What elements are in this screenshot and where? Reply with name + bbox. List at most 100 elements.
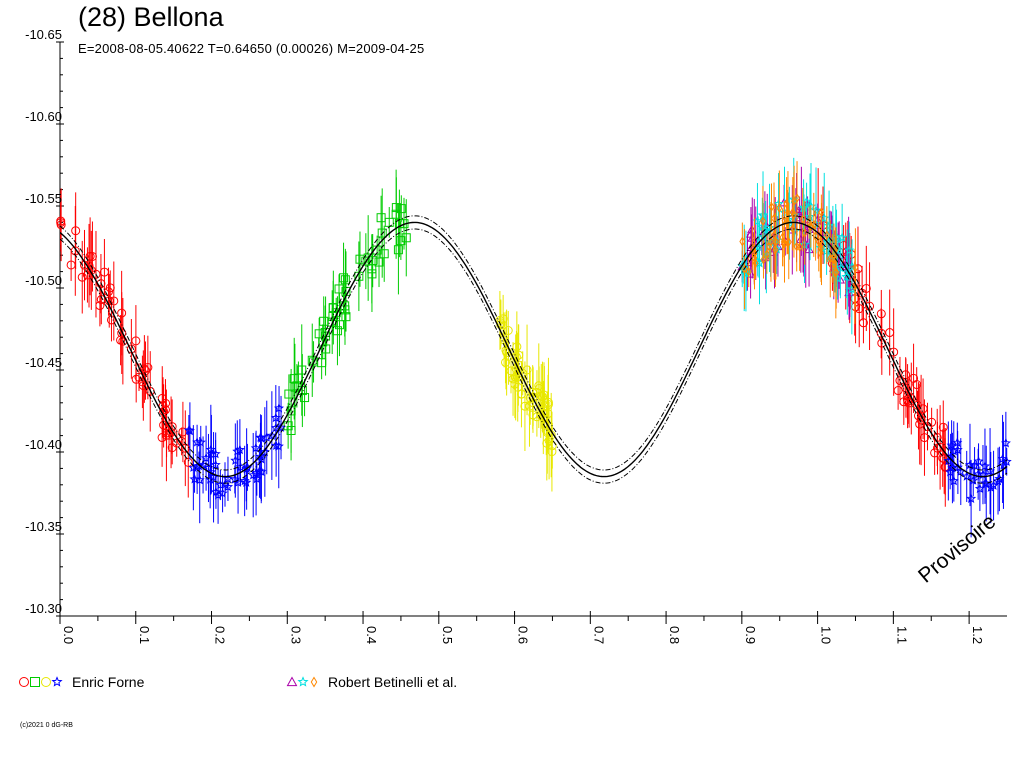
data-point bbox=[1001, 456, 1012, 467]
data-point bbox=[393, 245, 403, 255]
data-point bbox=[255, 451, 266, 461]
fit-envelope-upper bbox=[59, 215, 1008, 471]
data-point bbox=[542, 438, 552, 448]
data-point bbox=[948, 475, 959, 486]
copyright-notice: (c)2021 0 dG-RB bbox=[20, 722, 73, 729]
data-point bbox=[829, 253, 836, 264]
data-point bbox=[522, 365, 532, 375]
data-point bbox=[938, 422, 948, 432]
data-point bbox=[852, 262, 859, 273]
data-point bbox=[284, 389, 294, 399]
data-point bbox=[877, 338, 887, 348]
data-point bbox=[984, 465, 996, 476]
data-point bbox=[95, 301, 105, 311]
x-tick-label: 1.0 bbox=[819, 626, 834, 644]
data-point bbox=[56, 216, 66, 226]
x-tick-label: 0.4 bbox=[364, 626, 379, 644]
data-point bbox=[741, 264, 748, 275]
data-point bbox=[273, 403, 285, 413]
data-point bbox=[903, 396, 913, 406]
data-point bbox=[930, 448, 940, 458]
data-point bbox=[255, 432, 266, 442]
data-point bbox=[241, 463, 252, 474]
data-point bbox=[215, 479, 226, 490]
y-tick-label: -10.35 bbox=[25, 519, 62, 534]
data-point bbox=[96, 295, 106, 305]
data-point bbox=[539, 395, 549, 405]
data-point bbox=[339, 273, 349, 283]
data-point bbox=[328, 311, 338, 321]
data-point bbox=[952, 437, 963, 447]
data-point bbox=[988, 480, 999, 490]
data-point bbox=[256, 432, 267, 443]
y-tick-label: -10.45 bbox=[25, 355, 62, 370]
x-tick-label: 0.2 bbox=[213, 626, 228, 644]
data-point bbox=[334, 320, 344, 330]
data-point bbox=[367, 269, 377, 279]
data-point bbox=[188, 462, 199, 472]
chart-subtitle: E=2008-08-05.40622 T=0.64650 (0.00026) M… bbox=[78, 41, 425, 56]
data-point bbox=[544, 436, 554, 446]
data-point bbox=[131, 374, 141, 384]
legend-marker-diamond bbox=[310, 676, 318, 688]
y-tick-label: -10.30 bbox=[25, 601, 62, 616]
data-point bbox=[391, 209, 401, 219]
series-star-0000ff bbox=[183, 385, 1012, 538]
data-point bbox=[309, 357, 319, 367]
data-point bbox=[861, 283, 871, 293]
data-point bbox=[824, 220, 835, 231]
data-point bbox=[745, 266, 752, 277]
data-point bbox=[895, 376, 905, 386]
x-tick-labels: 0.0 0.1 0.2 0.3 0.4 0.5 0.6 0.7 0.8 0.9 1.0 1.1 1.2 bbox=[61, 626, 985, 644]
x-tick-label: 0.6 bbox=[516, 626, 531, 644]
data-point bbox=[283, 421, 293, 431]
data-point bbox=[239, 475, 250, 486]
data-point bbox=[210, 448, 221, 459]
data-point bbox=[401, 233, 411, 243]
data-point bbox=[131, 336, 141, 346]
data-point bbox=[746, 224, 757, 234]
data-point bbox=[396, 204, 406, 214]
legend-marker-star bbox=[297, 676, 309, 687]
fit-curve-line bbox=[59, 221, 1008, 478]
data-point bbox=[195, 437, 206, 447]
data-point bbox=[948, 445, 959, 456]
data-point bbox=[520, 401, 530, 411]
data-point bbox=[230, 455, 241, 465]
data-point bbox=[250, 442, 261, 453]
data-point bbox=[994, 473, 1005, 484]
data-point bbox=[876, 309, 886, 319]
legend-enric-forne: Enric Forne bbox=[18, 674, 144, 690]
data-point bbox=[213, 489, 224, 500]
data-point bbox=[752, 258, 759, 269]
legend-robert-betinelli: Robert Betinelli et al. bbox=[286, 674, 457, 690]
data-point bbox=[885, 328, 895, 338]
data-point bbox=[776, 203, 783, 213]
data-point bbox=[767, 236, 774, 247]
x-tick-label: 0.8 bbox=[667, 626, 682, 644]
y-tick-label: -10.65 bbox=[25, 27, 62, 42]
data-point bbox=[818, 243, 825, 254]
data-point bbox=[377, 228, 387, 238]
data-point bbox=[794, 193, 801, 204]
data-point bbox=[791, 196, 798, 207]
data-point bbox=[355, 254, 365, 264]
data-point bbox=[760, 254, 767, 265]
data-point bbox=[979, 460, 991, 471]
x-tick-label: 1.1 bbox=[894, 626, 909, 644]
data-point bbox=[275, 422, 287, 432]
data-point bbox=[966, 493, 977, 503]
data-point bbox=[183, 424, 194, 435]
x-tick-label: 0.3 bbox=[288, 626, 303, 644]
data-point bbox=[105, 283, 115, 293]
data-point bbox=[501, 357, 511, 367]
legend-label: Robert Betinelli et al. bbox=[328, 674, 458, 690]
data-point bbox=[946, 440, 957, 450]
data-point bbox=[321, 344, 331, 354]
data-point bbox=[969, 460, 980, 470]
data-point bbox=[300, 393, 310, 403]
data-point bbox=[798, 202, 809, 212]
data-point bbox=[763, 249, 770, 260]
data-point bbox=[256, 466, 267, 476]
